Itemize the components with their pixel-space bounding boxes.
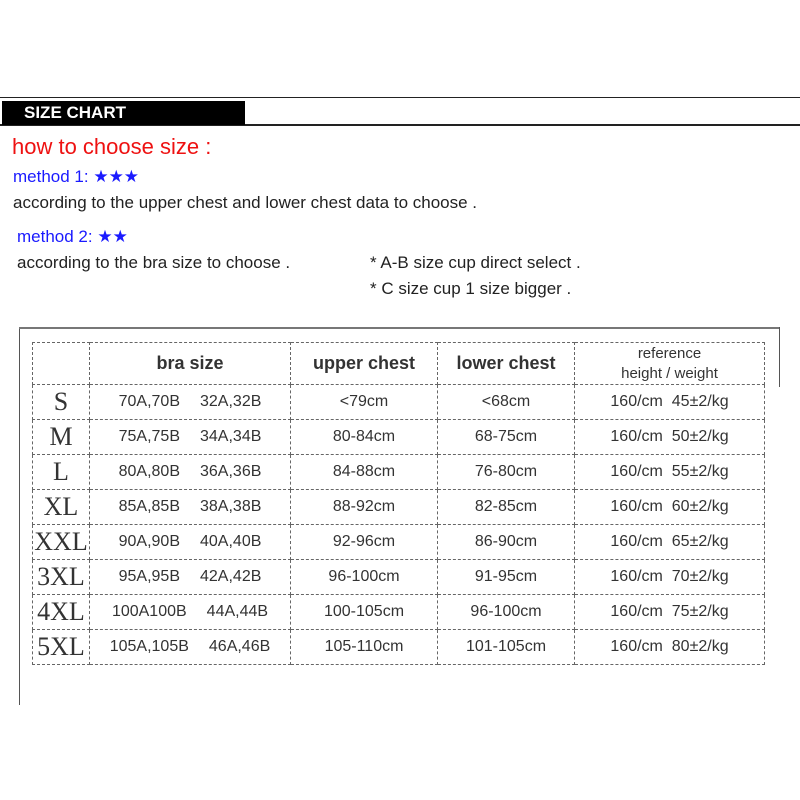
bra-size-us: 34A,34B	[200, 428, 262, 445]
bra-size-cell: 85A,85B 38A,38B	[89, 489, 291, 525]
reference-cell: 160/cm 55±2/kg	[574, 454, 765, 490]
reference-cell: 160/cm 45±2/kg	[574, 384, 765, 420]
frame-top	[19, 327, 780, 329]
bra-size-eu: 90A,90B	[118, 533, 180, 550]
method2-label: method 2: ★★	[17, 227, 128, 246]
bra-size-us: 36A,36B	[200, 463, 262, 480]
col-reference: reference height / weight	[574, 342, 765, 385]
upper-chest-cell: 100-105cm	[290, 594, 438, 630]
reference-cell: 160/cm 60±2/kg	[574, 489, 765, 525]
bra-size-us: 38A,38B	[200, 498, 262, 515]
lower-chest-cell: 101-105cm	[437, 629, 575, 665]
reference-cell: 160/cm 80±2/kg	[574, 629, 765, 665]
col-reference-line2: height / weight	[621, 364, 718, 382]
bra-size-eu: 70A,70B	[118, 393, 180, 410]
table-row: 4XL 100A100B 44A,44B 100-105cm 96-100cm 160/c…	[32, 594, 765, 630]
bra-size-cell: 100A100B 44A,44B	[89, 594, 291, 630]
table-row: M 75A,75B 34A,34B 80-84cm 68-75cm 160/cm 50±2…	[32, 419, 765, 455]
size-cell: S	[32, 384, 90, 420]
size-cell: 5XL	[32, 629, 90, 665]
reference-cell: 160/cm 75±2/kg	[574, 594, 765, 630]
method2-note-ab: * A-B size cup direct select .	[370, 253, 581, 272]
bra-size-us: 32A,32B	[200, 393, 262, 410]
method1-label: method 1: ★★★	[13, 167, 140, 186]
lower-chest-cell: 76-80cm	[437, 454, 575, 490]
bra-size-us: 46A,46B	[208, 638, 271, 655]
bra-size-cell: 70A,70B 32A,32B	[89, 384, 291, 420]
table-row: 5XL 105A,105B 46A,46B 105-110cm 101-105cm 160…	[32, 629, 765, 665]
header-divider	[0, 124, 800, 126]
table-row: 3XL 95A,95B 42A,42B 96-100cm 91-95cm 160/cm 7…	[32, 559, 765, 595]
upper-chest-cell: 80-84cm	[290, 419, 438, 455]
col-reference-line1: reference	[637, 344, 702, 362]
method1-text: according to the upper chest and lower c…	[13, 193, 478, 212]
upper-chest-cell: 92-96cm	[290, 524, 438, 560]
lower-chest-cell: 82-85cm	[437, 489, 575, 525]
upper-chest-cell: 84-88cm	[290, 454, 438, 490]
col-bra-size: bra size	[89, 342, 291, 385]
reference-cell: 160/cm 70±2/kg	[574, 559, 765, 595]
upper-chest-cell: <79cm	[290, 384, 438, 420]
upper-chest-cell: 96-100cm	[290, 559, 438, 595]
reference-cell: 160/cm 50±2/kg	[574, 419, 765, 455]
reference-cell: 160/cm 65±2/kg	[574, 524, 765, 560]
bra-size-cell: 90A,90B 40A,40B	[89, 524, 291, 560]
frame-left	[19, 327, 20, 705]
bra-size-us: 44A,44B	[206, 603, 269, 620]
col-upper-chest: upper chest	[290, 342, 438, 385]
bra-size-eu: 85A,85B	[118, 498, 180, 515]
bra-size-cell: 95A,95B 42A,42B	[89, 559, 291, 595]
table-row: XL 85A,85B 38A,38B 88-92cm 82-85cm 160/cm 60±…	[32, 489, 765, 525]
size-cell: L	[32, 454, 90, 490]
col-size	[32, 342, 90, 385]
bra-size-cell: 105A,105B 46A,46B	[89, 629, 291, 665]
bra-size-eu: 80A,80B	[118, 463, 180, 480]
table-row: L 80A,80B 36A,36B 84-88cm 76-80cm 160/cm 55±2…	[32, 454, 765, 490]
lower-chest-cell: 91-95cm	[437, 559, 575, 595]
bra-size-eu: 105A,105B	[109, 638, 189, 655]
method2-text: according to the bra size to choose .	[17, 253, 291, 272]
size-table: bra size upper chest lower chest referen…	[32, 342, 765, 665]
bra-size-eu: 100A100B	[111, 603, 187, 620]
size-cell: M	[32, 419, 90, 455]
lower-chest-cell: <68cm	[437, 384, 575, 420]
bra-size-eu: 95A,95B	[118, 568, 180, 585]
bra-size-us: 42A,42B	[200, 568, 262, 585]
table-row: S 70A,70B 32A,32B <79cm <68cm 160/cm 45±2/kg	[32, 384, 765, 420]
bra-size-cell: 75A,75B 34A,34B	[89, 419, 291, 455]
size-cell: XXL	[32, 524, 90, 560]
size-cell: XL	[32, 489, 90, 525]
size-chart-title: SIZE CHART	[2, 101, 245, 125]
method2-note-c: * C size cup 1 size bigger .	[370, 279, 572, 298]
lower-chest-cell: 86-90cm	[437, 524, 575, 560]
size-cell: 3XL	[32, 559, 90, 595]
upper-chest-cell: 88-92cm	[290, 489, 438, 525]
upper-chest-cell: 105-110cm	[290, 629, 438, 665]
bra-size-eu: 75A,75B	[118, 428, 180, 445]
lower-chest-cell: 68-75cm	[437, 419, 575, 455]
bra-size-us: 40A,40B	[200, 533, 262, 550]
lower-chest-cell: 96-100cm	[437, 594, 575, 630]
bra-size-cell: 80A,80B 36A,36B	[89, 454, 291, 490]
table-row: XXL 90A,90B 40A,40B 92-96cm 86-90cm 160/cm 65…	[32, 524, 765, 560]
frame-right	[779, 327, 780, 387]
table-header-row: bra size upper chest lower chest referen…	[32, 342, 765, 385]
size-cell: 4XL	[32, 594, 90, 630]
col-lower-chest: lower chest	[437, 342, 575, 385]
guide-heading: how to choose size :	[12, 134, 212, 159]
top-divider	[0, 97, 800, 98]
